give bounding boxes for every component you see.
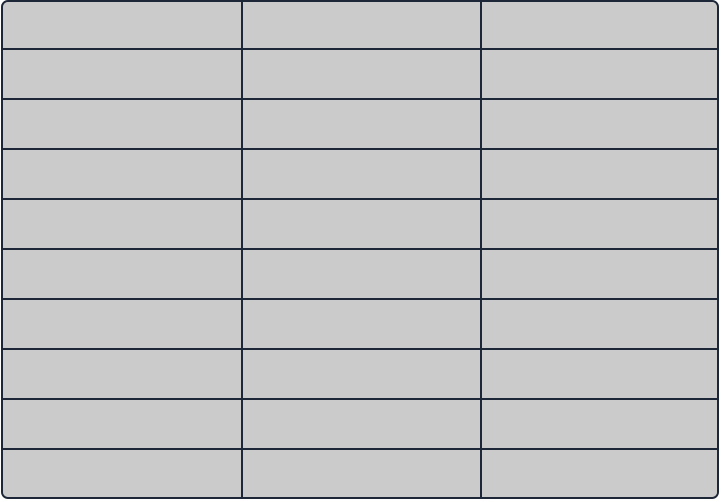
table-cell[interactable] xyxy=(3,149,243,200)
table-row xyxy=(3,199,717,250)
table-row xyxy=(3,349,717,400)
table-cell[interactable] xyxy=(3,249,243,300)
table-row xyxy=(3,449,717,497)
table-cell[interactable] xyxy=(481,449,717,497)
table-cell[interactable] xyxy=(242,399,482,450)
table-cell[interactable] xyxy=(3,399,243,450)
table-cell[interactable] xyxy=(3,99,243,150)
table-row xyxy=(3,249,717,300)
table-cell[interactable] xyxy=(3,449,243,497)
table-cell[interactable] xyxy=(242,299,482,350)
table-cell[interactable] xyxy=(242,249,482,300)
table-cell[interactable] xyxy=(242,99,482,150)
table-cell[interactable] xyxy=(481,2,717,50)
table-cell[interactable] xyxy=(242,49,482,100)
table-cell[interactable] xyxy=(242,2,482,50)
table-cell[interactable] xyxy=(242,449,482,497)
table-cell[interactable] xyxy=(3,2,243,50)
table-row xyxy=(3,2,717,50)
table-cell[interactable] xyxy=(3,49,243,100)
table-row xyxy=(3,299,717,350)
table-cell[interactable] xyxy=(481,399,717,450)
table-row xyxy=(3,49,717,100)
table-row xyxy=(3,149,717,200)
table-row xyxy=(3,399,717,450)
table-cell[interactable] xyxy=(242,349,482,400)
data-grid xyxy=(3,2,717,497)
table-cell[interactable] xyxy=(3,199,243,250)
table-cell[interactable] xyxy=(481,49,717,100)
table-cell[interactable] xyxy=(481,349,717,400)
table-cell[interactable] xyxy=(481,149,717,200)
table-cell[interactable] xyxy=(242,149,482,200)
table-cell[interactable] xyxy=(242,199,482,250)
grid-body xyxy=(3,2,717,497)
table-cell[interactable] xyxy=(481,199,717,250)
table-cell[interactable] xyxy=(481,299,717,350)
table-row xyxy=(3,99,717,150)
table-cell[interactable] xyxy=(3,299,243,350)
table-cell[interactable] xyxy=(3,349,243,400)
table-cell[interactable] xyxy=(481,99,717,150)
table-cell[interactable] xyxy=(481,249,717,300)
